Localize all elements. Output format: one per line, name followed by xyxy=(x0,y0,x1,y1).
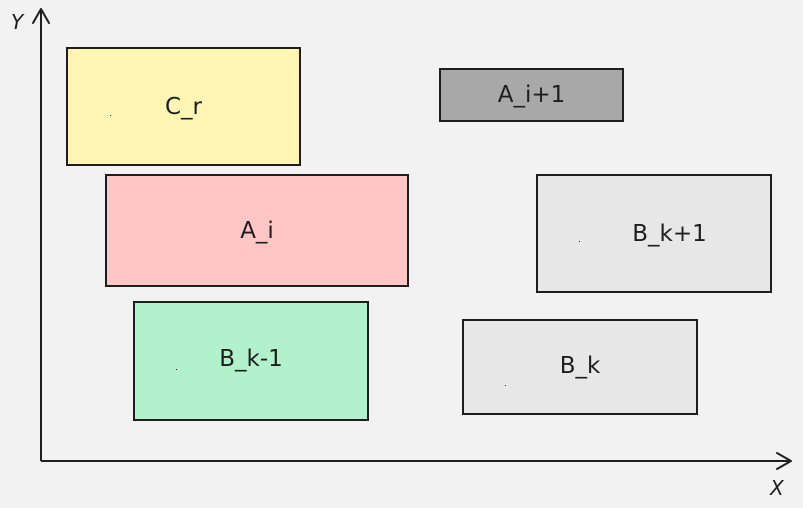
box-a-i-plus-1-label: A_i+1 xyxy=(497,82,566,108)
box-b-k: B_k xyxy=(462,319,698,415)
box-b-k-minus-1-label: B_k-1 xyxy=(219,345,283,372)
y-axis-arrowhead xyxy=(32,8,50,24)
y-axis-label: Y xyxy=(11,10,24,34)
box-b-k-plus-1: B_k+1 xyxy=(536,174,772,293)
box-b-k-plus-1-label: B_k+1 xyxy=(632,220,707,247)
anchor-dot xyxy=(579,241,580,242)
box-a-i: A_i xyxy=(105,174,409,287)
anchor-dot xyxy=(110,115,111,116)
box-a-i-plus-1: A_i+1 xyxy=(439,68,624,122)
anchor-dot xyxy=(176,369,177,370)
anchor-dot xyxy=(505,385,506,386)
box-b-k-minus-1: B_k-1 xyxy=(133,301,369,421)
box-b-k-label: B_k xyxy=(559,353,601,379)
x-axis-arrowhead xyxy=(776,452,792,470)
box-c-r: C_r xyxy=(66,47,301,166)
x-axis-label: X xyxy=(770,476,784,500)
box-c-r-label: C_r xyxy=(164,93,202,120)
box-a-i-label: A_i xyxy=(240,217,274,244)
